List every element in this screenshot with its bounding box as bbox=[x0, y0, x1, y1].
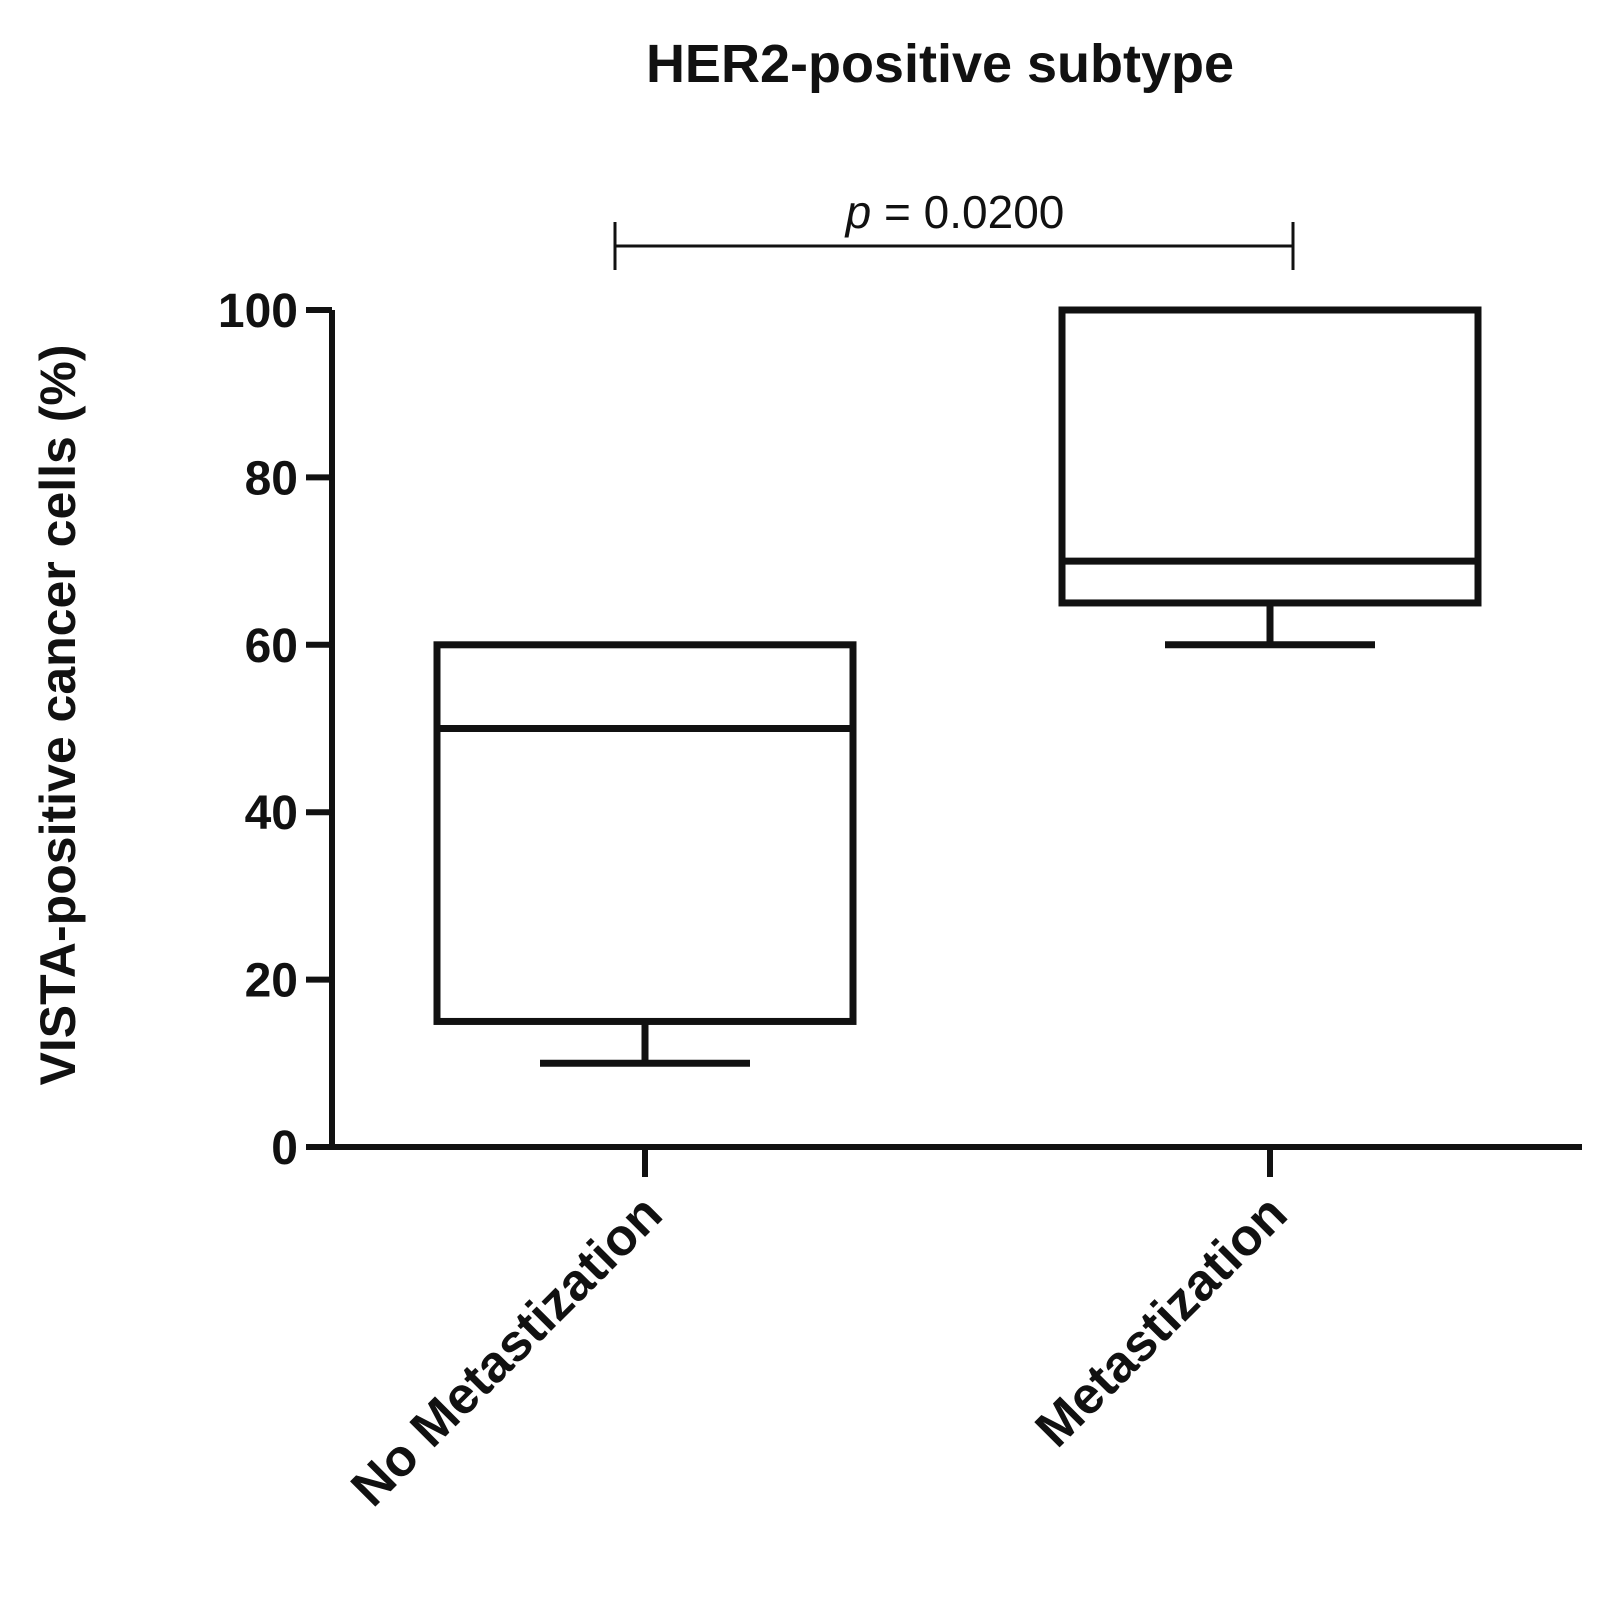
y-tick-label-40: 40 bbox=[245, 787, 298, 840]
box-1 bbox=[1058, 306, 1482, 649]
box-0 bbox=[433, 641, 857, 1067]
x-category-label-0: No Metastization bbox=[340, 1184, 673, 1517]
y-tick-label-60: 60 bbox=[245, 620, 298, 673]
y-tick-label-100: 100 bbox=[218, 285, 298, 338]
y-tick-label-0: 0 bbox=[271, 1122, 298, 1175]
y-tick-label-80: 80 bbox=[245, 452, 298, 505]
y-axis-label: VISTA-positive cancer cells (%) bbox=[30, 345, 86, 1086]
x-ticks: No Metastization Metastization bbox=[340, 1147, 1298, 1518]
box-body bbox=[433, 641, 857, 1025]
significance-annotation: p = 0.0200 bbox=[613, 186, 1295, 270]
axes bbox=[329, 310, 1582, 1150]
y-tick-label-20: 20 bbox=[245, 955, 298, 1008]
x-category-label-1: Metastization bbox=[1025, 1184, 1299, 1458]
boxes bbox=[433, 306, 1482, 1067]
y-ticks: 0 20 40 60 80 100 bbox=[218, 285, 332, 1175]
p-symbol: p bbox=[844, 186, 872, 238]
chart-title: HER2-positive subtype bbox=[646, 34, 1234, 94]
p-value-label: p = 0.0200 bbox=[844, 186, 1065, 238]
p-value-text: = 0.0200 bbox=[871, 186, 1064, 238]
